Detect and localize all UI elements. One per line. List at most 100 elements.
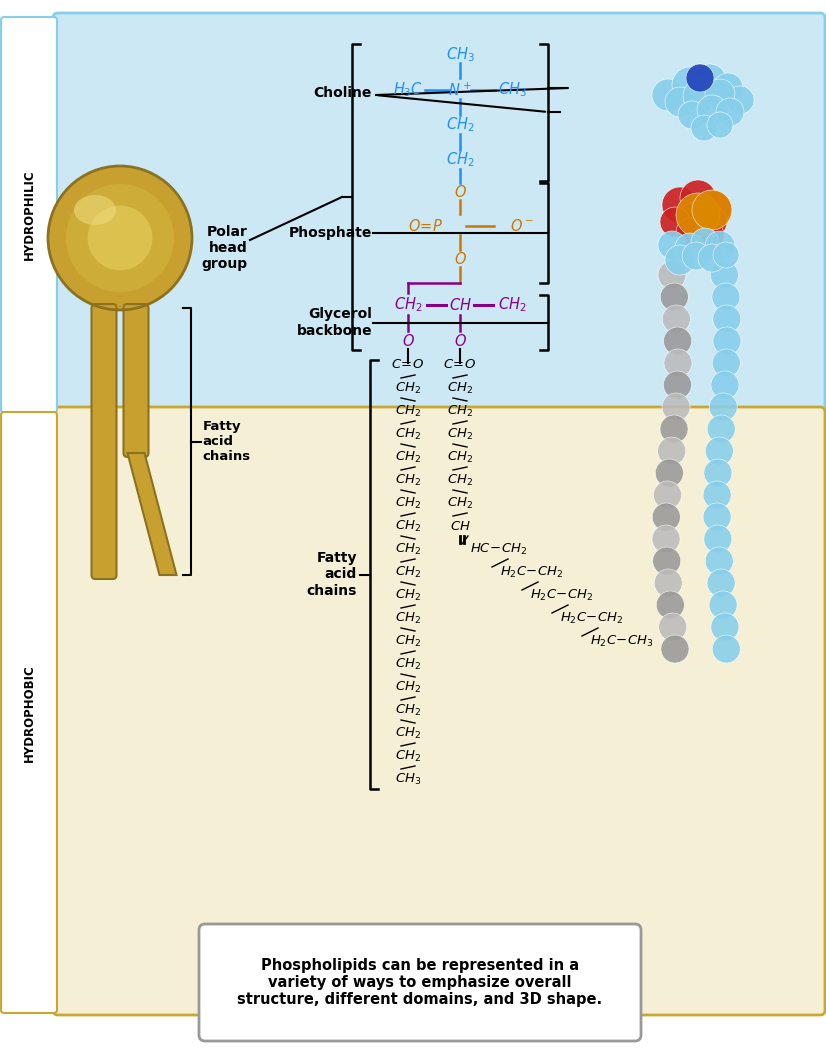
- Circle shape: [657, 437, 686, 466]
- Text: $O$: $O$: [453, 251, 467, 267]
- Circle shape: [712, 282, 740, 311]
- Circle shape: [676, 193, 720, 237]
- Text: $CH_2$: $CH_2$: [447, 381, 473, 396]
- Text: $CH_2$: $CH_2$: [446, 115, 474, 134]
- Circle shape: [691, 229, 719, 256]
- Text: $CH_2$: $CH_2$: [395, 656, 421, 672]
- Circle shape: [705, 79, 735, 109]
- Circle shape: [713, 73, 743, 103]
- Circle shape: [655, 459, 683, 487]
- Circle shape: [704, 459, 732, 487]
- Text: $O$: $O$: [401, 333, 415, 349]
- Circle shape: [703, 481, 731, 509]
- Text: $CH_2$: $CH_2$: [395, 426, 421, 441]
- Circle shape: [705, 437, 733, 466]
- Text: $N^+$: $N^+$: [449, 81, 472, 98]
- Circle shape: [716, 98, 744, 126]
- Circle shape: [658, 613, 686, 641]
- Circle shape: [664, 349, 692, 377]
- Circle shape: [707, 112, 733, 138]
- Circle shape: [710, 393, 737, 421]
- Circle shape: [662, 393, 690, 421]
- Circle shape: [709, 591, 737, 619]
- Polygon shape: [127, 453, 177, 574]
- Circle shape: [663, 371, 691, 399]
- Text: HYDROPHILIC: HYDROPHILIC: [22, 169, 36, 260]
- FancyBboxPatch shape: [199, 924, 641, 1041]
- Text: Glycerol
backbone: Glycerol backbone: [297, 308, 372, 338]
- Circle shape: [697, 95, 727, 125]
- Circle shape: [653, 481, 681, 509]
- Text: $CH_2$: $CH_2$: [395, 381, 421, 396]
- Circle shape: [660, 415, 688, 443]
- FancyBboxPatch shape: [53, 407, 825, 1015]
- Text: $HC\!-\!CH_2$: $HC\!-\!CH_2$: [470, 542, 527, 557]
- Text: $O^-$: $O^-$: [510, 218, 534, 234]
- Circle shape: [694, 63, 726, 96]
- Circle shape: [680, 180, 716, 216]
- Circle shape: [692, 190, 732, 230]
- Circle shape: [710, 261, 738, 289]
- Text: Phosphate: Phosphate: [288, 226, 372, 240]
- Text: $CH_2$: $CH_2$: [447, 450, 473, 464]
- Circle shape: [66, 184, 174, 292]
- Circle shape: [696, 221, 724, 249]
- Text: $H_2C\!-\!CH_2$: $H_2C\!-\!CH_2$: [560, 610, 624, 625]
- Circle shape: [660, 207, 690, 237]
- Circle shape: [712, 635, 740, 663]
- Text: $C\!=\!O$: $C\!=\!O$: [392, 359, 425, 371]
- Text: $CH_2$: $CH_2$: [394, 295, 422, 314]
- Text: $CH_3$: $CH_3$: [497, 80, 526, 99]
- FancyBboxPatch shape: [124, 304, 149, 457]
- Ellipse shape: [74, 195, 116, 225]
- Circle shape: [675, 233, 705, 263]
- Text: $H_2C\!-\!CH_3$: $H_2C\!-\!CH_3$: [590, 634, 653, 649]
- Circle shape: [653, 547, 681, 574]
- Text: Polar
head
group: Polar head group: [202, 224, 248, 271]
- Circle shape: [726, 86, 754, 114]
- Text: $O$: $O$: [453, 184, 467, 200]
- Text: $CH_2$: $CH_2$: [395, 518, 421, 533]
- Circle shape: [698, 244, 726, 272]
- Circle shape: [654, 569, 682, 597]
- Text: $H_2C\!-\!CH_2$: $H_2C\!-\!CH_2$: [530, 587, 594, 603]
- Circle shape: [662, 305, 691, 333]
- Circle shape: [703, 503, 731, 531]
- Text: $O$: $O$: [453, 333, 467, 349]
- Circle shape: [663, 327, 691, 355]
- Circle shape: [665, 245, 695, 275]
- Circle shape: [652, 79, 684, 111]
- Circle shape: [707, 415, 735, 443]
- Circle shape: [652, 525, 680, 553]
- Circle shape: [48, 166, 192, 310]
- Circle shape: [697, 207, 727, 237]
- Circle shape: [658, 261, 686, 289]
- Text: $CH_2$: $CH_2$: [447, 426, 473, 441]
- Text: $CH_2$: $CH_2$: [395, 473, 421, 488]
- Text: $CH_2$: $CH_2$: [395, 703, 421, 717]
- Text: Fatty
acid
chains: Fatty acid chains: [306, 551, 357, 598]
- Circle shape: [705, 231, 735, 261]
- Text: $CH_2$: $CH_2$: [395, 450, 421, 464]
- Text: $CH_3$: $CH_3$: [395, 771, 421, 786]
- Circle shape: [665, 87, 695, 117]
- Circle shape: [697, 191, 731, 225]
- Text: $C\!=\!O$: $C\!=\!O$: [444, 359, 477, 371]
- Text: $O\!=\!P$: $O\!=\!P$: [408, 218, 444, 234]
- Text: $CH_2$: $CH_2$: [395, 495, 421, 511]
- Circle shape: [682, 242, 710, 270]
- Circle shape: [711, 613, 739, 641]
- Circle shape: [653, 503, 681, 531]
- Circle shape: [658, 231, 686, 259]
- Text: $CH_2$: $CH_2$: [395, 565, 421, 580]
- Text: $H_2C\!-\!CH_2$: $H_2C\!-\!CH_2$: [500, 565, 563, 580]
- Circle shape: [679, 202, 711, 234]
- Text: $CH_2$: $CH_2$: [447, 473, 473, 488]
- Circle shape: [704, 525, 732, 553]
- Text: $CH_2$: $CH_2$: [395, 634, 421, 649]
- Circle shape: [657, 591, 684, 619]
- Circle shape: [713, 242, 739, 268]
- Circle shape: [691, 115, 717, 141]
- Text: $CH_2$: $CH_2$: [395, 610, 421, 625]
- Text: Fatty
acid
chains: Fatty acid chains: [202, 420, 250, 463]
